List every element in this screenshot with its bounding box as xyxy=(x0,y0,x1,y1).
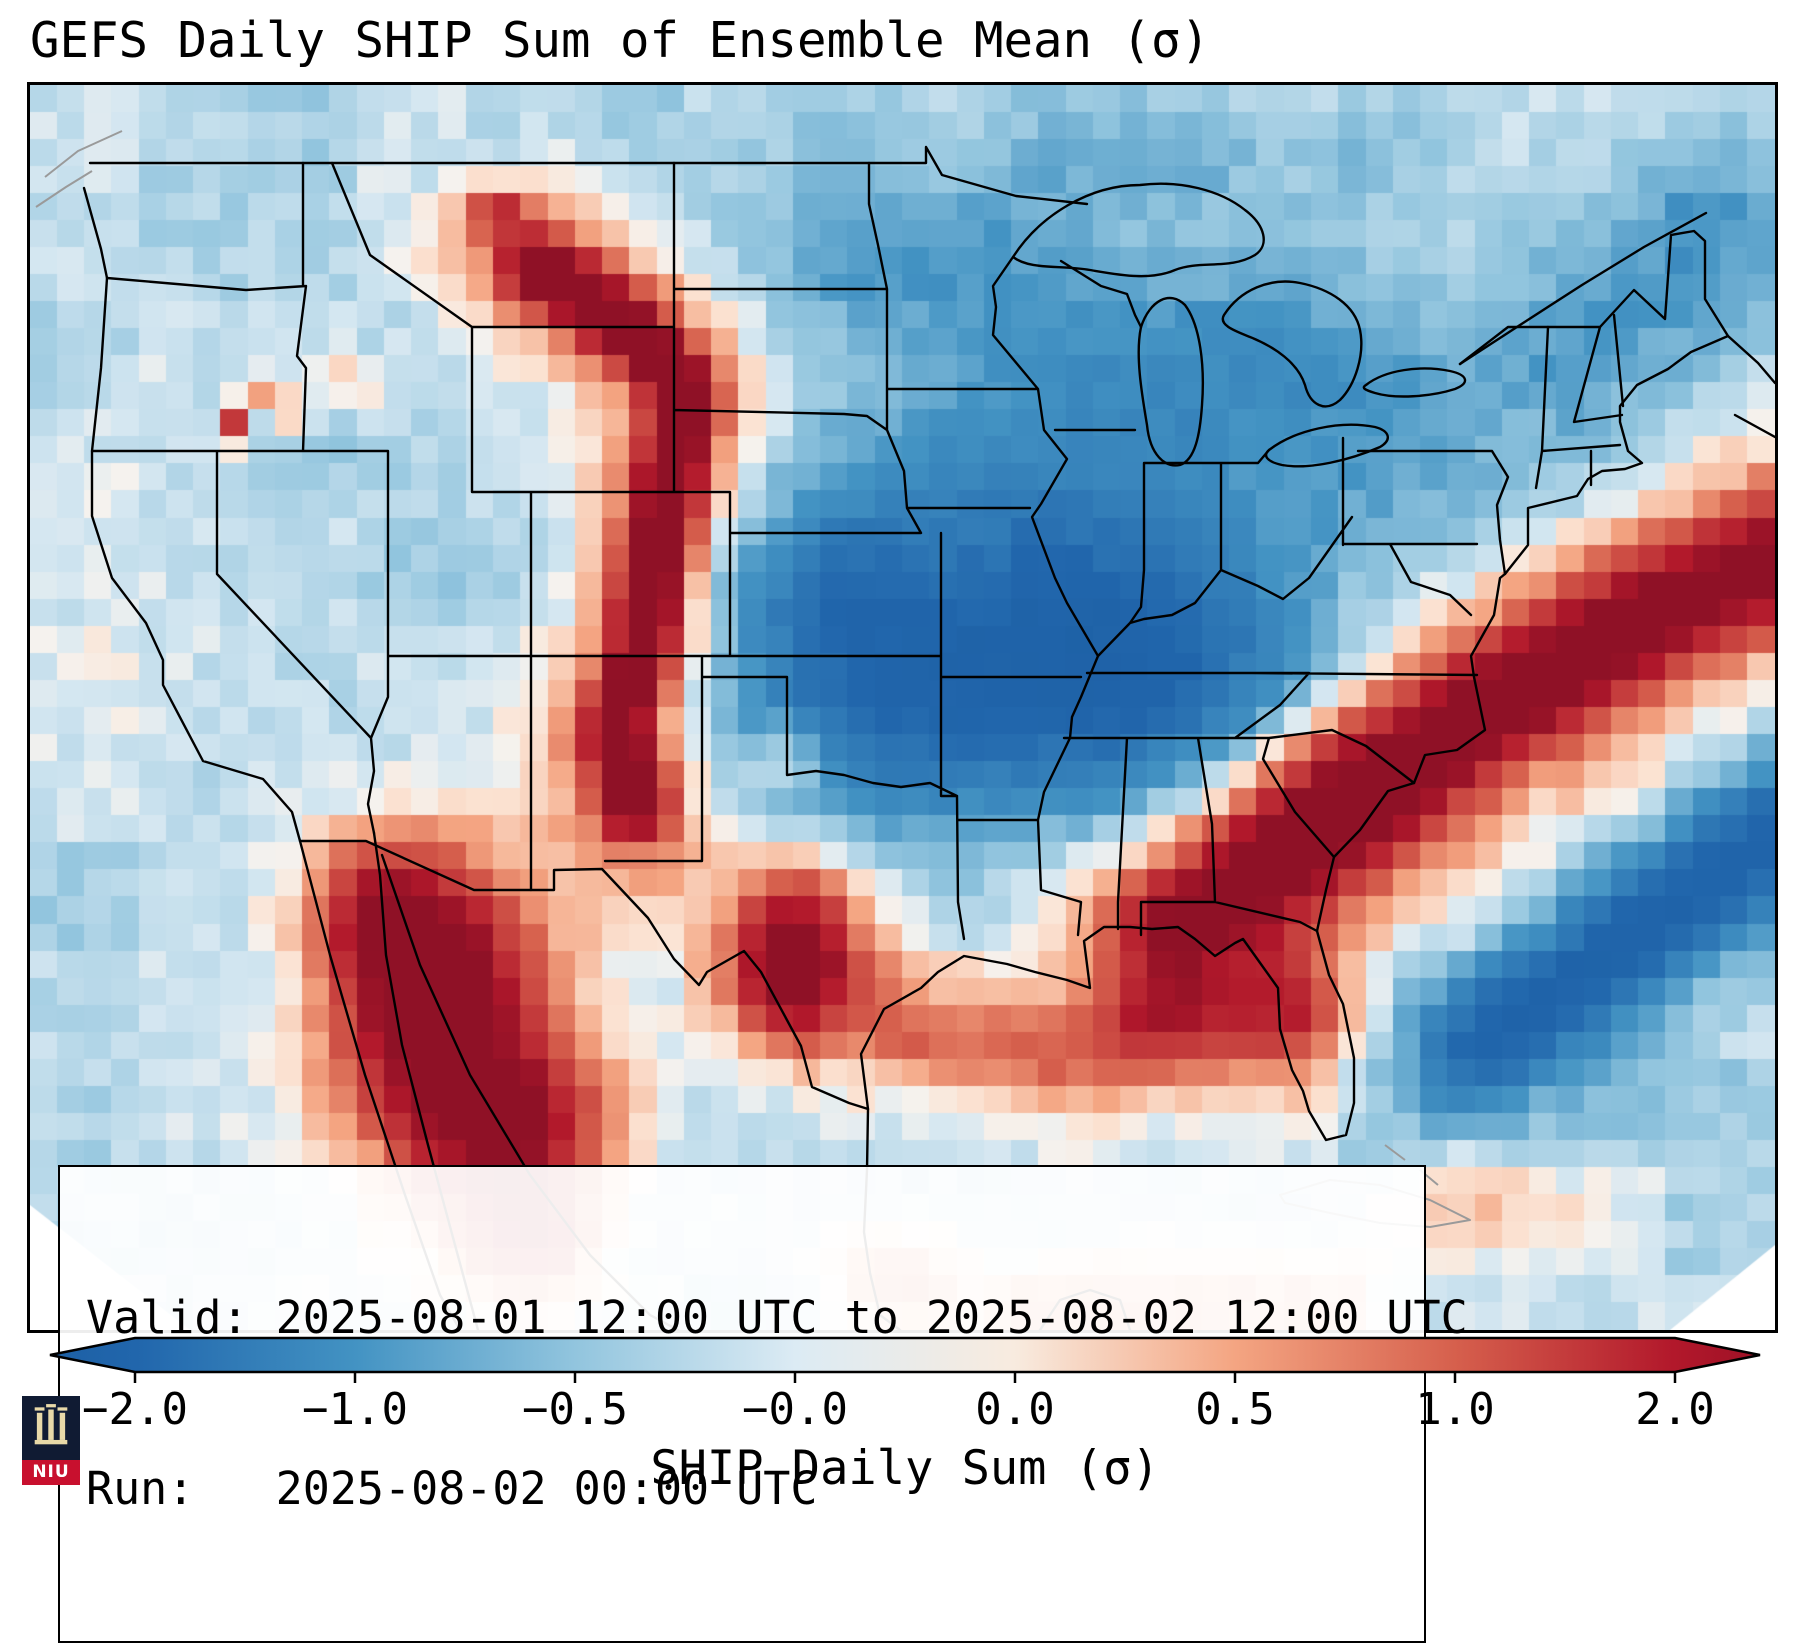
valid-time-line: Valid: 2025-08-01 12:00 UTC to 2025-08-0… xyxy=(86,1291,1468,1344)
colorbar-tick-label: 1.0 xyxy=(1415,1384,1495,1435)
figure-title: GEFS Daily SHIP Sum of Ensemble Mean (σ) xyxy=(30,12,1211,69)
niu-logo-text: NIU xyxy=(22,1460,80,1485)
colorbar-gradient-shape xyxy=(49,1336,1761,1374)
colorbar-bar xyxy=(49,1336,1761,1383)
niu-logo: NIU xyxy=(22,1396,80,1485)
figure-page: { "title": "GEFS Daily SHIP Sum of Ensem… xyxy=(22,12,1778,1643)
colorbar-tick-marks xyxy=(133,1372,1677,1383)
colorbar-tick-label: −0.5 xyxy=(522,1384,628,1435)
colorbar-tick-label: −1.0 xyxy=(302,1384,408,1435)
colorbar-tick-label: 0.5 xyxy=(1195,1384,1275,1435)
colorbar-tick-label: 2.0 xyxy=(1635,1384,1715,1435)
heatmap-raster xyxy=(30,85,1775,1330)
niu-castle-icon xyxy=(22,1396,80,1460)
colorbar-tick-label: −0.0 xyxy=(742,1384,848,1435)
colorbar-tick-label: 0.0 xyxy=(975,1384,1055,1435)
colorbar-axis-label: SHIP Daily Sum (σ) xyxy=(650,1441,1160,1496)
map-panel: Valid: 2025-08-01 12:00 UTC to 2025-08-0… xyxy=(27,82,1778,1643)
colorbar-tick-label: −2.0 xyxy=(82,1384,188,1435)
colorbar xyxy=(48,1336,1762,1386)
